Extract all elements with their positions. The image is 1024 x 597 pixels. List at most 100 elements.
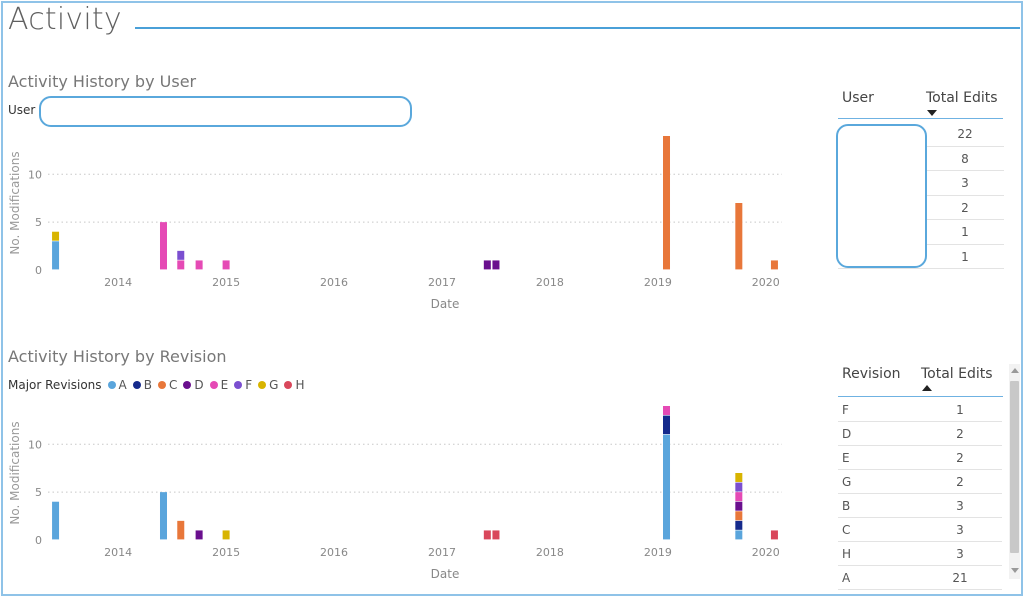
bar-segment-c[interactable] (663, 136, 671, 270)
revision-table-total-cell[interactable]: 2 (918, 470, 1002, 494)
bar-segment-c[interactable] (735, 511, 743, 521)
scrollbar-thumb[interactable] (1010, 381, 1019, 553)
legend-title: Major Revisions (8, 378, 102, 392)
x-axis-title: Date (431, 297, 460, 311)
revision-table-name-cell[interactable]: G (838, 470, 918, 494)
revision-table-name-cell[interactable]: D (838, 422, 918, 446)
user-table-total-cell[interactable]: 2 (926, 196, 1004, 220)
legend-label: F (245, 378, 253, 392)
x-tick-label: 2018 (536, 546, 564, 559)
user-table-header-user[interactable]: User (842, 90, 874, 106)
x-tick-label: 2018 (536, 276, 564, 289)
x-axis-title: Date (431, 567, 460, 581)
bar-segment-e[interactable] (159, 222, 167, 270)
bar-segment-f[interactable] (177, 250, 185, 260)
bar-segment-b[interactable] (663, 415, 671, 435)
revision-table-name-cell[interactable]: B (838, 494, 918, 518)
bar-segment-d[interactable] (735, 501, 743, 511)
legend-item-f[interactable]: F (234, 378, 252, 392)
revision-activity-chart: 0 5 10 2014 2015 2016 2017 2018 2019 2020 Date No. … (8, 406, 782, 581)
user-table-total-cell[interactable]: 8 (926, 147, 1004, 171)
bar-segment-c[interactable] (177, 520, 185, 540)
y-tick-label: 0 (35, 264, 42, 277)
user-table-total-cell[interactable]: 3 (926, 171, 1004, 196)
bar-segment-a[interactable] (735, 530, 743, 540)
user-table-total-cell[interactable]: 1 (926, 245, 1004, 269)
scroll-up-icon[interactable] (1011, 368, 1019, 373)
user-table-header-rule (838, 118, 1003, 119)
bar-segment-b[interactable] (735, 520, 743, 530)
legend-label: D (194, 378, 204, 392)
revision-table-name-cell[interactable]: E (838, 446, 918, 470)
legend-item-g[interactable]: G (258, 378, 278, 392)
bar-segment-d[interactable] (195, 530, 203, 540)
revision-table-name-cell[interactable]: F (838, 398, 918, 422)
bar-segment-g[interactable] (222, 530, 230, 540)
user-list-highlight[interactable] (836, 124, 927, 268)
bar-segment-a[interactable] (159, 492, 167, 540)
y-tick-label: 10 (28, 168, 42, 181)
revision-table-total-cell[interactable]: 3 (918, 518, 1002, 542)
bar-segment-a[interactable] (663, 434, 671, 540)
bar-segment-c[interactable] (735, 203, 743, 270)
legend-label: H (295, 378, 305, 392)
user-table-header-total-edits[interactable]: Total Edits (926, 90, 998, 106)
sort-ascending-icon[interactable] (922, 385, 932, 391)
bar-segment-h[interactable] (492, 530, 500, 540)
bar-segment-e[interactable] (735, 492, 743, 502)
legend-label: A (118, 378, 127, 392)
x-tick-label: 2016 (320, 546, 348, 559)
page-title: Activity (8, 2, 122, 37)
legend-dot-icon (234, 381, 243, 389)
legend-item-c[interactable]: C (158, 378, 177, 392)
bar-segment-c[interactable] (770, 260, 778, 270)
sort-descending-icon[interactable] (927, 110, 937, 116)
revision-table-name-cell[interactable]: A (838, 566, 918, 590)
bar-segment-a[interactable] (52, 241, 60, 270)
bar-segment-e[interactable] (195, 260, 203, 270)
major-revisions-legend: Major Revisions A B C D E F G H (8, 378, 310, 392)
bar-segment-f[interactable] (735, 482, 743, 492)
legend-item-d[interactable]: D (183, 378, 204, 392)
x-tick-label: 2015 (212, 546, 240, 559)
legend-label: C (169, 378, 178, 392)
legend-item-e[interactable]: E (209, 378, 229, 392)
scroll-down-icon[interactable] (1011, 568, 1019, 573)
bar-segment-e[interactable] (663, 406, 671, 415)
y-tick-label: 10 (28, 438, 42, 451)
revision-table-name-cell[interactable]: C (838, 518, 918, 542)
revision-table-total-cell[interactable]: 3 (918, 542, 1002, 566)
revision-table-header-revision[interactable]: Revision (842, 366, 901, 382)
bar-segment-d[interactable] (492, 260, 500, 270)
legend-dot-icon (132, 381, 141, 389)
legend-label: E (220, 378, 229, 392)
revision-table-total-cell[interactable]: 1 (918, 398, 1002, 422)
revision-table-header-total-edits[interactable]: Total Edits (921, 366, 993, 382)
user-table-total-cell[interactable]: 1 (926, 220, 1004, 245)
y-axis-title: No. Modifications (8, 421, 22, 524)
legend-item-a[interactable]: A (107, 378, 127, 392)
legend-item-h[interactable]: H (284, 378, 304, 392)
user-slicer-input[interactable] (39, 96, 412, 127)
revision-table-name-cell[interactable]: H (838, 542, 918, 566)
user-table-total-cell[interactable]: 22 (926, 122, 1004, 147)
user-activity-chart: 0 5 10 2014 2015 2016 2017 2018 2019 2020 Date No. … (8, 136, 782, 311)
revision-table-total-cell[interactable]: 2 (918, 446, 1002, 470)
legend-item-b[interactable]: B (132, 378, 152, 392)
y-tick-label: 0 (35, 534, 42, 547)
bar-segment-e[interactable] (222, 260, 230, 270)
revision-table-total-cell[interactable]: 3 (918, 494, 1002, 518)
bar-segment-g[interactable] (52, 231, 60, 241)
revision-table-total-cell[interactable]: 2 (918, 422, 1002, 446)
user-table-name-cell[interactable] (838, 245, 926, 269)
bar-segment-h[interactable] (483, 530, 491, 540)
bar-segment-a[interactable] (52, 501, 60, 540)
bar-segment-d[interactable] (483, 260, 491, 270)
revision-table-total-cell[interactable]: 21 (918, 566, 1002, 590)
legend-dot-icon (258, 381, 267, 389)
bar-segment-e[interactable] (177, 260, 185, 270)
bar-segment-h[interactable] (770, 530, 778, 540)
x-tick-label: 2020 (752, 276, 780, 289)
legend-items: A B C D E F G H (107, 378, 311, 392)
bar-segment-g[interactable] (735, 473, 743, 482)
